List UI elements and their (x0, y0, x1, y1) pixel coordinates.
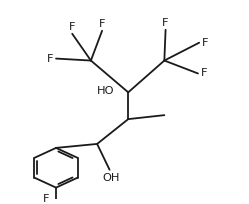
Text: F: F (162, 18, 169, 28)
Text: F: F (47, 54, 54, 64)
Text: F: F (43, 194, 49, 204)
Text: OH: OH (102, 173, 120, 183)
Text: F: F (69, 22, 75, 32)
Text: HO: HO (97, 86, 115, 96)
Text: F: F (99, 19, 105, 29)
Text: F: F (202, 38, 208, 48)
Text: F: F (200, 69, 207, 79)
